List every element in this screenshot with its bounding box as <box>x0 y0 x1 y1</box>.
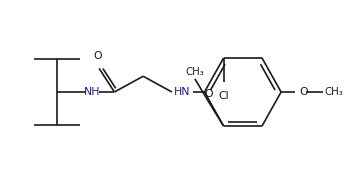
Text: Cl: Cl <box>218 91 229 101</box>
Text: NH: NH <box>84 87 101 97</box>
Text: O: O <box>299 87 308 97</box>
Text: HN: HN <box>174 87 191 97</box>
Text: O: O <box>204 89 212 99</box>
Text: CH₃: CH₃ <box>185 67 204 77</box>
Text: O: O <box>94 51 102 61</box>
Text: CH₃: CH₃ <box>324 87 343 97</box>
